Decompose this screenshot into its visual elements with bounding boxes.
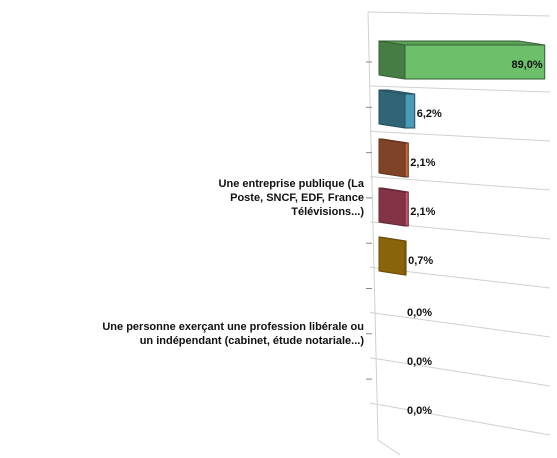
value-label: 0,0%: [407, 405, 432, 417]
value-label: 6,2%: [417, 108, 442, 120]
value-label: 2,1%: [410, 206, 435, 218]
value-label: 89,0%: [512, 59, 543, 71]
bar-face: [404, 142, 409, 178]
category-guide: [369, 130, 551, 142]
bar-face: [404, 44, 546, 80]
category-label: Une entreprise publique (La Poste, SNCF, …: [219, 178, 365, 218]
value-label: 2,1%: [410, 157, 435, 169]
bar: [378, 187, 409, 227]
category-guide: [369, 402, 551, 436]
bar-cap: [378, 89, 406, 129]
category-guide: [369, 85, 551, 93]
bar: [378, 89, 416, 129]
bar: [378, 138, 409, 178]
perspective-guides: [367, 11, 551, 456]
bar-cap: [378, 40, 406, 80]
bar: [378, 236, 407, 276]
category-guide: [369, 357, 551, 387]
value-label: 0,0%: [407, 307, 432, 319]
value-label: 0,7%: [408, 255, 433, 267]
category-label: Une personne exerçant une profession lib…: [102, 321, 364, 347]
category-guide: [369, 312, 551, 338]
bar-face: [404, 93, 416, 129]
bar: [378, 40, 546, 80]
bar-top: [378, 40, 545, 46]
value-label: 0,0%: [407, 356, 432, 368]
bar-face: [404, 191, 409, 227]
bar-cap: [378, 187, 406, 227]
category-guide: [369, 176, 551, 191]
bar-cap: [378, 236, 406, 276]
bar-face: [404, 240, 407, 276]
bar-cap: [378, 138, 406, 178]
